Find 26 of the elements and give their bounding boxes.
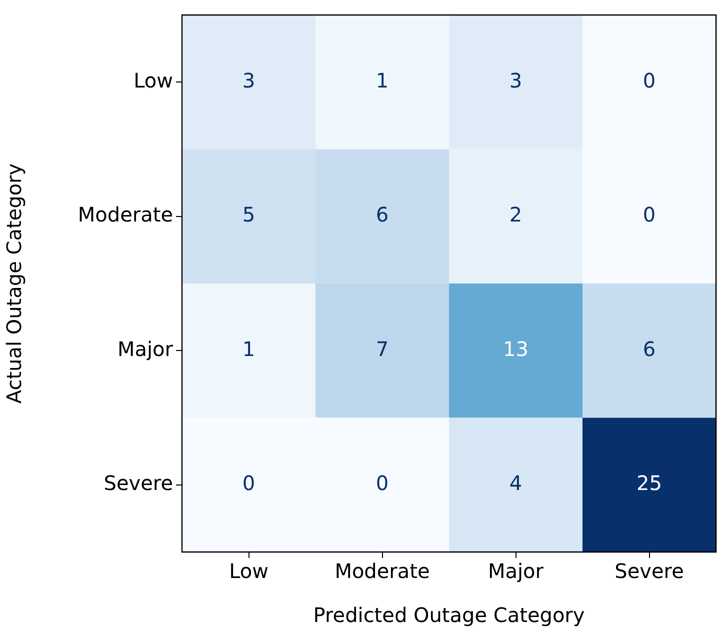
data-label: 5 [242, 202, 256, 227]
x-tick-label: Low [229, 559, 268, 584]
data-label: 13 [503, 336, 528, 361]
y-axis-title: Actual Outage Category [2, 163, 26, 404]
data-label: 0 [642, 68, 656, 92]
data-label: 3 [509, 68, 522, 92]
data-label: 6 [376, 202, 389, 227]
data-label: 3 [242, 68, 256, 92]
data-label: 6 [642, 336, 656, 361]
x-tick-label: Moderate [334, 559, 430, 584]
x-tick-label: Major [488, 559, 544, 584]
x-tick-label: Severe [614, 559, 684, 584]
data-label: 0 [376, 471, 389, 496]
y-tick-label: Low [134, 68, 173, 92]
y-tick-label: Moderate [78, 202, 173, 227]
data-label: 2 [509, 202, 522, 227]
y-tick-label: Severe [104, 471, 173, 496]
data-label: 0 [242, 471, 256, 496]
data-label: 1 [242, 336, 256, 361]
data-label: 4 [509, 471, 522, 496]
data-label: 7 [376, 336, 389, 361]
data-label: 0 [642, 202, 656, 227]
data-label: 25 [636, 471, 662, 496]
data-label: 1 [376, 68, 389, 92]
x-axis-title: Predicted Outage Category [313, 603, 585, 628]
y-tick-label: Major [117, 336, 174, 361]
